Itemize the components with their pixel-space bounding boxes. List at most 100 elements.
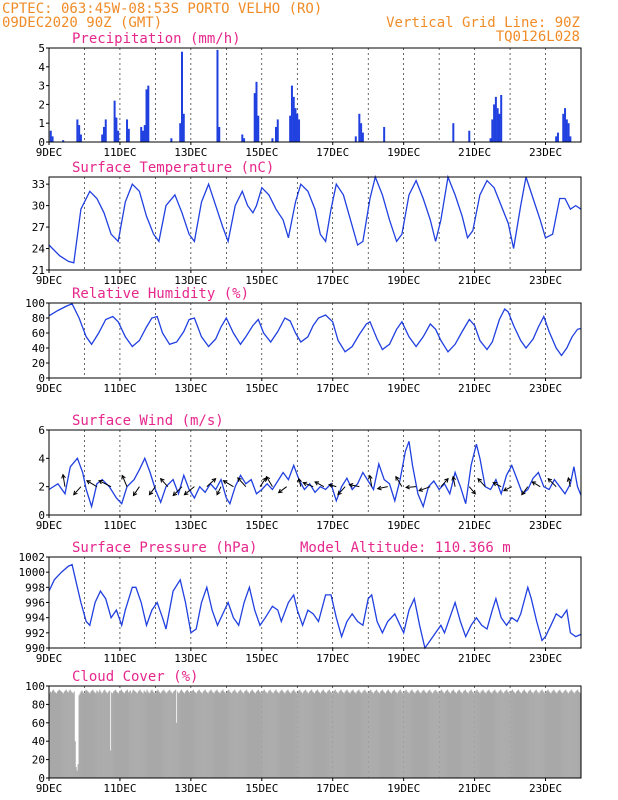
cloud-bar (272, 693, 274, 778)
cloud-bar (560, 691, 562, 778)
wind-arrow-shaft (266, 476, 273, 487)
precipitation-title: Precipitation (mm/h) (72, 31, 241, 47)
cloud-bar (572, 691, 574, 778)
cloud-bar (115, 689, 117, 778)
cloud-bar (206, 692, 208, 778)
cloud-bar (290, 693, 292, 778)
cloud-bar (440, 690, 442, 778)
cloud-bar (230, 692, 232, 778)
wind-arrow-shaft (86, 480, 98, 488)
precip-bar (271, 138, 274, 142)
wind-arrow (337, 486, 346, 496)
cloud-bar (122, 692, 125, 778)
cloud-bar (564, 690, 566, 778)
cloud-bar (125, 690, 127, 778)
cloud-bar (546, 690, 548, 778)
cloud-bar (250, 690, 253, 778)
cloud-bar (271, 692, 273, 778)
cloud-bar (447, 689, 449, 778)
cloud-bar (222, 689, 224, 778)
x-tick-label: 11DEC (103, 652, 136, 665)
cloud-bar (381, 689, 384, 778)
cloud-bar (76, 770, 78, 778)
y-tick-label: 40 (32, 735, 45, 748)
cloud-bar (232, 691, 234, 778)
cloud-bar (345, 690, 347, 778)
precip-bar (140, 126, 143, 142)
cloud-bar (235, 691, 237, 778)
cloud-bar (488, 689, 490, 778)
wind-arrow-head (61, 473, 66, 479)
cloud-bar (403, 691, 405, 778)
cloud-bar (141, 692, 143, 778)
x-tick-label: 17DEC (316, 382, 349, 395)
cloud-bar (382, 691, 385, 778)
cloud-bar (137, 691, 139, 778)
cloud-bar (266, 693, 268, 778)
precip-bar (562, 113, 565, 142)
wind-arrow-shaft (298, 478, 302, 487)
cloud-bar (477, 691, 479, 778)
cloud-bar (285, 691, 287, 778)
wind-arrow-shaft (452, 476, 456, 487)
cloud-bar (147, 691, 149, 778)
precip-bar (145, 89, 148, 142)
precip-bar (494, 96, 497, 142)
cloud-bar (238, 691, 240, 778)
y-tick-label: 990 (25, 642, 45, 655)
cloud-bar (182, 691, 184, 778)
cloud-bar (551, 691, 553, 778)
x-tick-label: 13DEC (174, 146, 207, 159)
wind-arrow-head (297, 477, 302, 483)
cloud-bar (160, 693, 162, 778)
cloud-bar (538, 693, 540, 778)
cloud-bar (111, 692, 113, 778)
cloud-bar (93, 691, 95, 778)
header-model-id: TQ0126L028 (496, 29, 580, 45)
cloud-bar (476, 689, 478, 778)
cloud-bar (132, 689, 134, 778)
cloud-bar (507, 691, 509, 778)
wind-arrow (418, 486, 431, 492)
cloud-bar (91, 690, 93, 778)
cloud-bar (74, 741, 76, 778)
cloud-bar (94, 692, 96, 778)
cloud-bar (452, 689, 455, 778)
cloud-bar (106, 692, 108, 778)
cloud-bar (512, 689, 514, 778)
cloud-bar (312, 691, 314, 778)
cloud-bar (274, 690, 276, 778)
x-tick-label: 13DEC (174, 519, 207, 532)
cloud-bar (450, 691, 453, 778)
cloud-bar (566, 691, 568, 778)
cloud-bar (559, 689, 561, 778)
cloud-bar (202, 691, 204, 778)
wind-arrow (148, 486, 156, 496)
cloud-bar (522, 690, 525, 778)
cloud-bar (449, 693, 452, 778)
cloud-bar (143, 690, 145, 778)
header: CPTEC: 063:45W-08:53S PORTO VELHO (RO) 0… (2, 1, 580, 45)
cloud-bar (113, 691, 115, 778)
cloud-bar (371, 691, 373, 778)
cloud-bar (364, 689, 366, 778)
wind-arrow-head (148, 490, 154, 496)
cloud-bar (323, 691, 326, 778)
cloud-bar (182, 692, 185, 778)
cloud-bar (459, 691, 461, 778)
cloud-bar (478, 692, 480, 778)
cloud-bar (397, 691, 399, 778)
wind-arrow-head (159, 477, 165, 483)
y-tick-label: 80 (32, 698, 45, 711)
cloud-bar (529, 689, 531, 778)
x-tick-label: 17DEC (316, 652, 349, 665)
cloud-bar (505, 690, 507, 778)
cloud-bar (51, 690, 54, 778)
precip-bar (567, 123, 570, 142)
x-tick-label: 15DEC (245, 382, 278, 395)
cloud-bar (278, 693, 280, 778)
y-tick-label: 20 (32, 357, 45, 370)
cloud-bar (417, 689, 419, 778)
cloud-bar (135, 692, 137, 778)
cloud-bar (248, 692, 250, 778)
